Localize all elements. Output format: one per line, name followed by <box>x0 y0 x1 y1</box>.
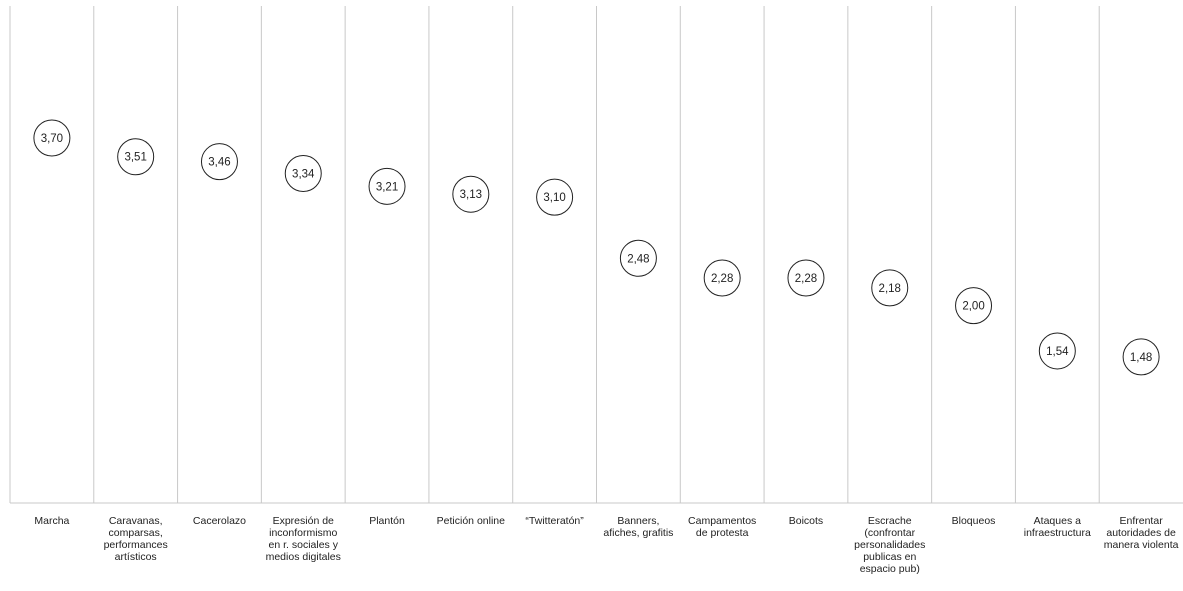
category-label: Expresión de inconformismo en r. sociales … <box>266 515 341 563</box>
value-label: 3,70 <box>41 133 63 145</box>
data-point: 2,28 <box>787 259 825 297</box>
category-label: Enfrentar autoridades de manera violenta <box>1104 515 1179 551</box>
data-point: 2,00 <box>955 287 993 325</box>
category-label: Escrache (confrontar personalidades publica… <box>854 515 925 575</box>
category-label: Marcha <box>34 515 69 527</box>
category-label: Plantón <box>369 515 405 527</box>
point-marker <box>452 175 490 213</box>
value-label: 2,18 <box>879 283 901 295</box>
value-label: 3,46 <box>208 157 230 169</box>
value-label: 3,34 <box>292 168 315 180</box>
value-label: 2,00 <box>962 301 984 313</box>
value-label: 3,13 <box>460 189 482 201</box>
value-label: 3,21 <box>376 181 398 193</box>
category-label: “Twitteratón” <box>525 515 584 527</box>
data-point: 2,48 <box>619 239 657 277</box>
point-marker <box>703 259 741 297</box>
value-label: 2,48 <box>627 253 649 265</box>
category-label: Campamentos de protesta <box>688 515 756 539</box>
value-label: 1,54 <box>1046 346 1069 358</box>
category-label: Banners, afiches, grafitis <box>603 515 673 539</box>
data-point: 2,18 <box>871 269 909 307</box>
data-point: 3,21 <box>368 167 406 205</box>
point-marker <box>955 287 993 325</box>
point-marker <box>200 143 238 181</box>
data-point: 3,51 <box>117 138 155 176</box>
value-label: 3,51 <box>124 152 146 164</box>
value-label: 1,48 <box>1130 352 1152 364</box>
data-point: 3,10 <box>536 178 574 216</box>
point-marker <box>536 178 574 216</box>
value-label: 2,28 <box>795 273 817 285</box>
data-point: 1,54 <box>1038 332 1076 370</box>
data-point: 3,70 <box>33 119 71 157</box>
point-marker <box>284 154 322 192</box>
point-marker <box>619 239 657 277</box>
category-label: Bloqueos <box>952 515 996 527</box>
point-marker <box>787 259 825 297</box>
category-label: Cacerolazo <box>193 515 246 527</box>
point-marker <box>871 269 909 307</box>
data-point: 3,46 <box>200 143 238 181</box>
value-label: 3,10 <box>543 192 565 204</box>
category-label: Caravanas, comparsas, performances artístic… <box>104 515 168 563</box>
point-marker <box>1038 332 1076 370</box>
point-marker <box>33 119 71 157</box>
category-label: Ataques a infraestructura <box>1024 515 1091 539</box>
category-label: Boicots <box>789 515 823 527</box>
point-marker <box>1122 338 1160 376</box>
data-point: 3,34 <box>284 154 322 192</box>
data-point: 1,48 <box>1122 338 1160 376</box>
point-marker <box>117 138 155 176</box>
category-label: Petición online <box>437 515 505 527</box>
data-point: 3,13 <box>452 175 490 213</box>
point-marker <box>368 167 406 205</box>
data-point: 2,28 <box>703 259 741 297</box>
value-label: 2,28 <box>711 273 733 285</box>
